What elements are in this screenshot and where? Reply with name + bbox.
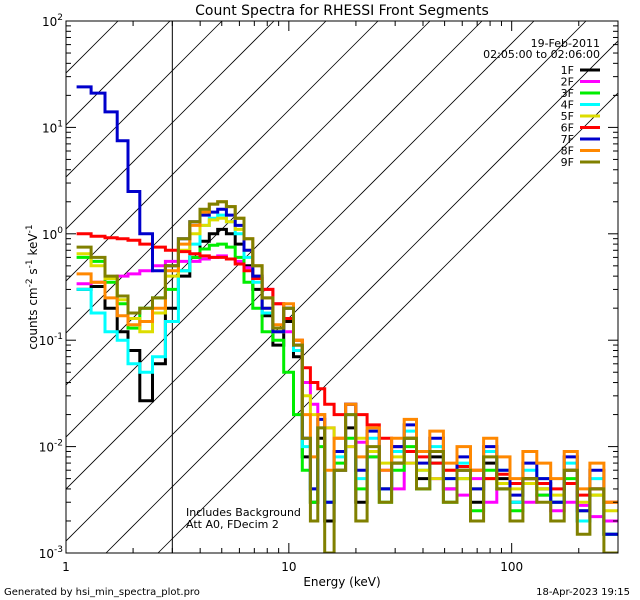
hatch-line bbox=[66, 21, 327, 282]
legend-label: 4F bbox=[561, 99, 574, 112]
series-line-7f bbox=[76, 85, 618, 536]
legend-label: 1F bbox=[561, 64, 574, 77]
footer-timestamp: 18-Apr-2023 19:15 bbox=[536, 587, 630, 598]
legend-label: 8F bbox=[561, 145, 574, 158]
hatch-line bbox=[66, 21, 171, 126]
legend-label: 3F bbox=[561, 87, 574, 100]
x-tick-label: 10 bbox=[281, 560, 296, 574]
plot-frame bbox=[65, 20, 619, 554]
y-tick-label: 10-3 bbox=[39, 545, 63, 561]
y-tick-label: 100 bbox=[42, 226, 63, 242]
hatch-line bbox=[105, 40, 618, 553]
x-tick-label: 1 bbox=[62, 560, 70, 574]
y-tick-label: 10-1 bbox=[39, 332, 63, 348]
hatch-line bbox=[66, 21, 275, 230]
annotation-date: 19-Feb-2011 bbox=[531, 37, 600, 50]
hatch-line bbox=[66, 21, 223, 178]
legend-label: 9F bbox=[561, 156, 574, 169]
hatch-line bbox=[66, 21, 431, 386]
y-axis: 10-3 10-2 10-1 100 101 102 bbox=[39, 13, 618, 561]
y-tick-label: 10-2 bbox=[39, 439, 63, 455]
hatch-line bbox=[157, 92, 618, 553]
chart-title: Count Spectra for RHESSI Front Segments bbox=[195, 3, 489, 19]
legend-label: 6F bbox=[561, 122, 574, 135]
legend-label: 7F bbox=[561, 133, 574, 146]
series-line-9f bbox=[76, 200, 618, 553]
x-tick-label: 100 bbox=[500, 560, 523, 574]
series-lines bbox=[76, 85, 618, 553]
annotation-background-note: Includes Background bbox=[186, 506, 301, 519]
x-axis: 1 10 100 bbox=[62, 21, 619, 574]
y-tick-label: 101 bbox=[42, 119, 63, 135]
footer-generated-by: Generated by hsi_min_spectra_plot.pro bbox=[4, 587, 200, 598]
legend-label: 5F bbox=[561, 110, 574, 123]
hatch-line bbox=[66, 21, 483, 438]
hatch-line bbox=[66, 21, 535, 490]
hatch-line bbox=[66, 21, 587, 542]
legend-label: 2F bbox=[561, 76, 574, 89]
y-axis-label: counts cm-2 s-1 keV-1 bbox=[25, 224, 40, 349]
annotation-time-range: 02:05:00 to 02:06:00 bbox=[483, 48, 600, 61]
x-axis-label: Energy (keV) bbox=[303, 575, 380, 589]
annotation-attenuator-note: Att A0, FDecim 2 bbox=[186, 518, 279, 531]
y-tick-label: 102 bbox=[42, 13, 63, 29]
hatch-line bbox=[66, 21, 379, 334]
